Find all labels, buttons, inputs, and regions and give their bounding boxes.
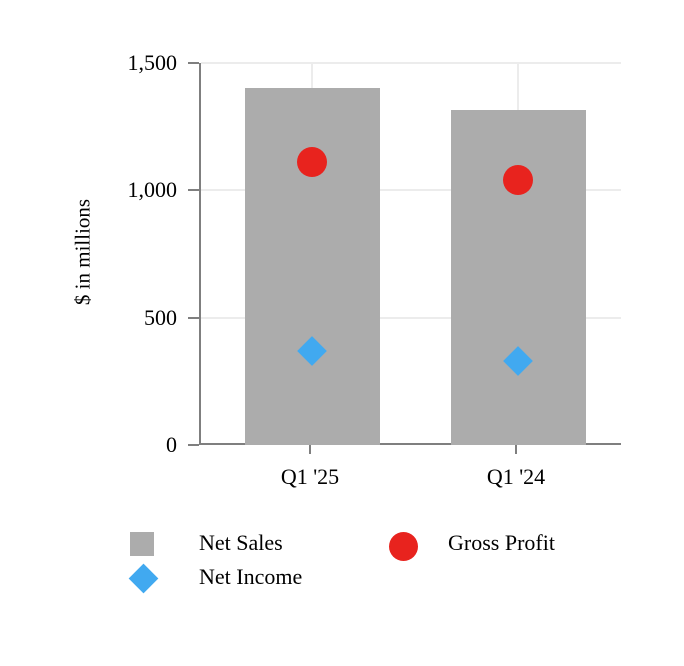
- plot-area: [199, 62, 621, 445]
- gridline-horizontal: [201, 189, 621, 192]
- marker-gross-profit: [503, 165, 533, 196]
- legend-gross-profit-label: Gross Profit: [448, 530, 555, 555]
- legend-net-income-label: Net Income: [199, 564, 303, 589]
- gridline-horizontal: [201, 316, 621, 319]
- y-axis-tick-label: 0: [166, 432, 177, 457]
- y-axis-tick: [188, 189, 199, 192]
- legend-net-sales-label: Net Sales: [199, 530, 283, 555]
- y-axis-tick-label: 500: [144, 304, 177, 330]
- x-axis-category-label: Q1 '24: [486, 464, 546, 489]
- y-axis-tick-label: 1,500: [127, 50, 178, 75]
- x-axis-tick: [515, 445, 517, 454]
- y-axis-tick: [188, 444, 199, 446]
- legend-gross-profit-swatch-icon: [389, 532, 418, 561]
- legend-net-sales-swatch-icon: [130, 532, 154, 556]
- x-axis-category-label: Q1 '25: [280, 464, 340, 489]
- y-axis-title: $ in millions: [70, 198, 95, 306]
- gridline-horizontal: [201, 62, 621, 64]
- legend-net-income-swatch-icon: [128, 563, 159, 594]
- y-axis-tick-label: 1,000: [127, 177, 178, 203]
- y-axis-tick: [188, 62, 199, 64]
- x-axis-tick: [309, 445, 311, 454]
- bar-net-sales: [450, 110, 586, 445]
- y-axis-tick: [188, 316, 199, 319]
- marker-gross-profit: [297, 147, 327, 178]
- bar-net-sales: [244, 88, 380, 445]
